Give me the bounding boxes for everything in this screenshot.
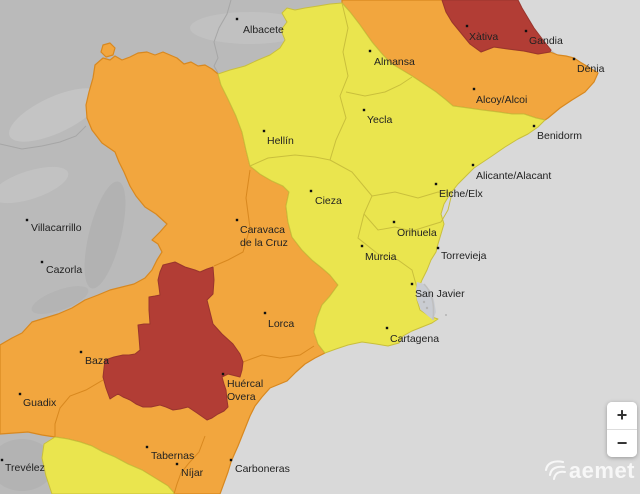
city-labels-layer: Albacete Almansa Xàtiva Gandia Dénia Alcoy/Al… (0, 17, 605, 479)
city-label-yecla: Yecla (367, 114, 392, 126)
region-yellow-main-warning[interactable] (217, 2, 546, 354)
city-label-guadix: Guadix (23, 397, 57, 409)
city-label-cartagena: Cartagena (390, 333, 439, 345)
region-red-central-warning[interactable] (102, 261, 244, 421)
municipal-borders-orange (54, 169, 315, 494)
region-red-northeast-warning[interactable] (441, 0, 552, 55)
city-dot (436, 246, 440, 250)
city-dot (235, 218, 239, 222)
city-dot (362, 108, 366, 112)
city-dot (175, 462, 179, 466)
city-label-x-tiva: Xàtiva (469, 31, 498, 43)
city-dot (40, 260, 44, 264)
city-dot (472, 87, 476, 91)
city-label-torrevieja: Torrevieja (441, 250, 487, 262)
city-label-lorca: Lorca (268, 318, 294, 330)
city-dot (360, 244, 364, 248)
city-dot (25, 218, 29, 222)
city-label-carboneras: Carboneras (235, 463, 290, 475)
city-label-d-nia: Dénia (577, 63, 605, 75)
city-label-benidorm: Benidorm (537, 130, 582, 142)
city-label-tabernas: Tabernas (151, 450, 194, 462)
city-label-cazorla: Cazorla (46, 264, 82, 276)
municipal-borders-yellow (249, 2, 453, 289)
city-label-alcoy-alcoi: Alcoy/Alcoi (476, 94, 527, 106)
city-label-albacete: Albacete (243, 24, 284, 36)
city-label-cieza: Cieza (315, 195, 342, 207)
city-dot (532, 124, 536, 128)
city-label-elche-elx: Elche/Elx (439, 188, 484, 200)
city-dot (145, 445, 149, 449)
city-label-caravaca-de-la-cruz: Caravaca de la Cruz (240, 224, 288, 249)
city-dot (385, 326, 389, 330)
city-label-villacarrillo: Villacarrillo (31, 222, 82, 234)
city-label-san-javier: San Javier (415, 288, 465, 300)
city-dot (434, 182, 438, 186)
city-label-n-jar: Níjar (181, 467, 204, 479)
zoom-in-button[interactable]: + (607, 402, 637, 429)
city-dot (410, 282, 414, 286)
city-dot (229, 458, 233, 462)
region-orange-islet[interactable] (100, 42, 116, 58)
city-label-almansa: Almansa (374, 56, 415, 68)
hillshade-texture (0, 12, 310, 491)
city-dot (471, 163, 475, 167)
city-dot (263, 311, 267, 315)
province-borders-gray (0, 0, 232, 150)
city-dot (0, 458, 4, 462)
city-dot (79, 350, 83, 354)
zoom-out-button[interactable]: − (607, 430, 637, 457)
region-yellow-south-warning[interactable] (41, 436, 176, 494)
city-dot (392, 220, 396, 224)
city-dot (18, 392, 22, 396)
city-dot (572, 57, 576, 61)
city-dot (309, 189, 313, 193)
city-dot (235, 17, 239, 21)
city-dot (524, 29, 528, 33)
city-label-orihuela: Orihuela (397, 227, 437, 239)
city-dot (262, 129, 266, 133)
city-label-gandia: Gandia (529, 35, 563, 47)
city-dot (221, 372, 225, 376)
zoom-control-divider (607, 429, 637, 430)
city-dot (368, 49, 372, 53)
city-label-hell-n: Hellín (267, 135, 294, 147)
city-label-murcia: Murcia (365, 251, 397, 263)
city-label-alicante-alacant: Alicante/Alacant (476, 170, 551, 182)
mar-menor-lagoon (416, 282, 447, 321)
city-label-trev-lez: Trevélez (5, 462, 45, 474)
city-label-baza: Baza (85, 355, 109, 367)
city-label-hu-rcal-overa: Huércal Overa (227, 378, 263, 403)
city-dot (465, 24, 469, 28)
map-zoom-control: + − (607, 402, 637, 457)
